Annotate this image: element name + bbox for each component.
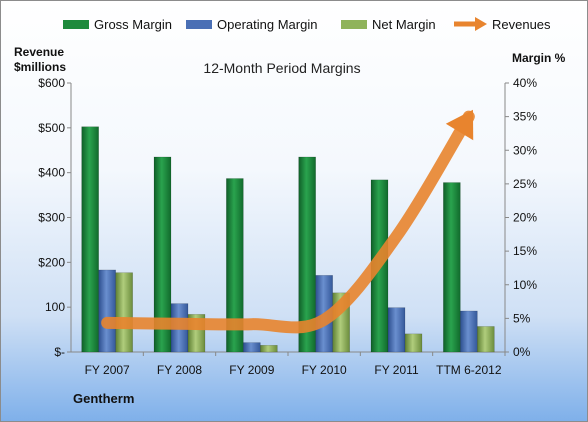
left-tick-label: $200 [38,255,65,269]
x-tick-label: FY 2011 [374,363,419,377]
bar-net-margin [260,345,278,353]
legend-label-revenues: Revenues [492,16,551,32]
left-axis-title-line2: $millions [14,60,67,74]
bar-net-margin [477,326,495,353]
bar-net-margin [115,272,133,353]
right-tick-label: 25% [513,177,537,191]
bar-operating-margin [243,342,261,353]
chart-title: 12-Month Period Margins [203,60,360,76]
x-tick-label: FY 2007 [85,363,130,377]
legend-net-margin: Net Margin [341,16,436,32]
left-axis-title-line1: Revenue [14,45,65,59]
x-tick-label: FY 2009 [229,363,274,377]
left-tick-label: $400 [38,166,65,180]
x-tick-label: FY 2010 [302,363,347,377]
bar-gross-margin [153,156,172,353]
right-tick-label: 10% [513,278,537,292]
revenues-arrowhead [445,109,474,141]
right-tick-label: 30% [513,143,537,157]
right-tick-label: 20% [513,211,537,225]
revenues-line [101,110,475,334]
left-tick-label: $- [54,345,65,359]
right-tick-label: 5% [513,311,531,325]
left-axis-title: Revenue $millions [14,45,66,75]
bar-operating-margin [460,310,478,353]
legend-label-net: Net Margin [372,16,436,32]
x-tick-label: TTM 6-2012 [436,363,502,377]
bar-operating-margin [387,307,406,353]
left-tick-label: $500 [38,121,65,135]
legend-label-operating: Operating Margin [217,16,318,32]
right-tick-label: 35% [513,110,537,124]
bar-gross-margin [226,178,244,353]
bar-gross-margin [298,156,316,353]
legend-label-gross: Gross Margin [94,16,173,32]
legend-revenues: Revenues [453,16,551,32]
legend-swatch-gross [63,19,89,29]
bar-gross-margin [81,126,99,353]
legend-swatch-net [341,19,367,29]
legend-swatch-revenues-arrow [454,17,487,31]
company-name: Gentherm [73,391,135,406]
bar-gross-margin [443,182,461,353]
right-axis-title: Margin % [512,51,566,65]
legend-operating-margin: Operating Margin [186,16,318,32]
right-tick-label: 15% [513,244,537,258]
bar-operating-margin [98,269,116,353]
legend-gross-margin: Gross Margin [63,16,173,32]
bar-net-margin [404,333,423,353]
left-tick-label: $300 [38,211,65,225]
left-tick-label: 100 [45,300,65,314]
right-tick-label: 0% [513,345,531,359]
left-tick-label: $600 [38,76,65,90]
x-tick-label: FY 2008 [157,363,202,377]
right-tick-label: 40% [513,76,537,90]
legend-swatch-operating [186,19,212,29]
